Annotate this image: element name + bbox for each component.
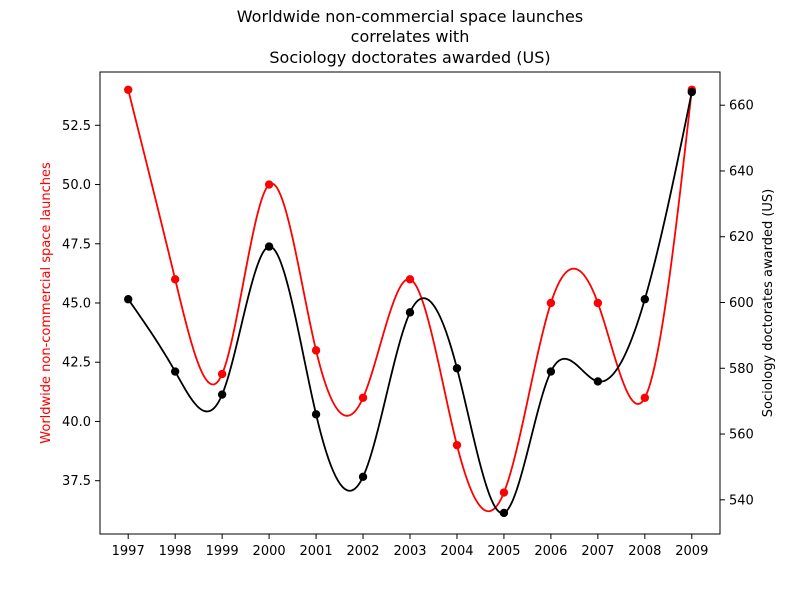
- data-point-left: [405, 275, 415, 284]
- right-tick-label: 620: [729, 230, 754, 245]
- x-tick-label: 1999: [206, 544, 239, 559]
- chart-title: Worldwide non-commercial space launches …: [237, 7, 583, 67]
- left-tick-label: 52.5: [62, 119, 91, 134]
- left-tick-label: 37.5: [62, 474, 91, 489]
- left-tick-label: 45.0: [62, 297, 91, 312]
- left-tick-label: 50.0: [62, 178, 91, 193]
- x-tick-label: 2006: [534, 544, 567, 559]
- data-point-left: [170, 275, 180, 284]
- x-tick-label: 2003: [393, 544, 426, 559]
- data-point-left: [217, 369, 227, 379]
- data-point-left: [593, 298, 603, 308]
- data-point-right: [593, 377, 603, 386]
- data-point-left: [124, 85, 133, 94]
- data-point-left: [640, 393, 650, 402]
- left-y-axis: 37.5 40.0 42.5 45.0 47.5 50.0 52.5: [62, 119, 100, 489]
- data-point-right: [405, 308, 415, 317]
- data-point-left: [311, 346, 321, 355]
- data-point-left: [546, 298, 556, 308]
- series-layer: [127, 89, 693, 515]
- title-line-2: correlates with: [351, 27, 470, 46]
- x-tick-label: 2008: [628, 544, 661, 559]
- data-point-right: [264, 242, 274, 251]
- series-line-left: [127, 89, 693, 513]
- right-tick-label: 580: [729, 362, 754, 377]
- data-point-left: [358, 393, 368, 402]
- data-point-right: [217, 390, 227, 399]
- right-axis-label: Sociology doctorates awarded (US): [761, 189, 776, 418]
- right-tick-label: 640: [729, 164, 754, 179]
- x-tick-label: 1997: [112, 544, 145, 559]
- title-line-1: Worldwide non-commercial space launches: [237, 7, 583, 26]
- title-line-3: Sociology doctorates awarded (US): [269, 48, 550, 67]
- x-tick-label: 2002: [346, 544, 379, 559]
- left-tick-label: 42.5: [62, 356, 91, 371]
- plot-frame: [99, 71, 721, 535]
- left-axis-label: Worldwide non-commercial space launches: [39, 162, 54, 444]
- points-layer: [124, 85, 696, 518]
- x-tick-label: 2001: [300, 544, 333, 559]
- data-point-right: [687, 87, 696, 97]
- right-tick-label: 560: [729, 428, 754, 443]
- series-line-right: [127, 91, 693, 515]
- x-tick-label: 2000: [253, 544, 286, 559]
- data-point-right: [124, 295, 133, 304]
- data-point-left: [499, 488, 509, 497]
- data-point-right: [311, 410, 321, 419]
- x-tick-label: 2005: [487, 544, 520, 559]
- data-point-left: [264, 180, 274, 189]
- data-point-right: [358, 472, 368, 481]
- right-tick-label: 540: [729, 493, 754, 508]
- right-y-axis: 540 560 580 600 620 640 660: [720, 99, 754, 508]
- x-tick-label: 2004: [440, 544, 473, 559]
- data-point-left: [452, 440, 462, 450]
- data-point-right: [452, 364, 462, 373]
- right-tick-label: 600: [729, 296, 754, 311]
- data-point-right: [499, 508, 509, 518]
- data-point-right: [546, 367, 556, 376]
- data-point-right: [170, 367, 180, 376]
- left-tick-label: 40.0: [62, 415, 91, 430]
- left-tick-label: 47.5: [62, 237, 91, 252]
- x-tick-label: 2009: [675, 544, 708, 559]
- data-point-right: [640, 295, 650, 304]
- x-axis: 1997 1998 1999 2000 2001 2002 2003 2004 2005 2006…: [112, 534, 708, 559]
- right-tick-label: 660: [729, 99, 754, 114]
- x-tick-label: 1998: [159, 544, 192, 559]
- x-tick-label: 2007: [581, 544, 614, 559]
